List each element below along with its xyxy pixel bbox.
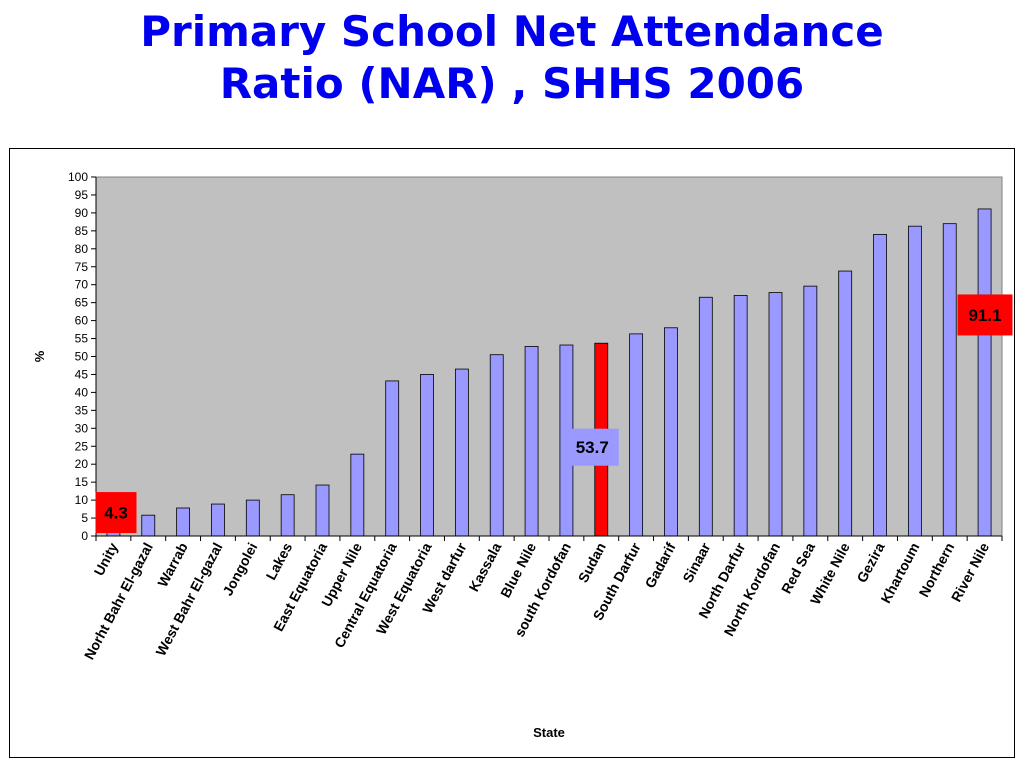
y-tick-label: 85 — [75, 224, 89, 238]
bar-south-darfur — [629, 333, 644, 537]
data-label-text: 91.1 — [968, 306, 1001, 325]
bar-gezira — [873, 234, 887, 537]
bar-white-nile — [838, 270, 853, 537]
bar-warrab — [176, 507, 191, 537]
x-tick-label: West Bahr El-gazal — [152, 540, 225, 659]
chart-frame: 0 5 10 15 20 25 30 35 40 45 50 55 60 65 70 75 80 85 90 95 10… — [9, 148, 1015, 758]
bar-khartoum — [907, 225, 922, 537]
data-label-text: 53.7 — [576, 438, 609, 457]
data-label-sudan: 53.7 — [565, 428, 619, 466]
x-axis-title: State — [533, 725, 565, 740]
y-tick-label: 50 — [75, 350, 89, 364]
x-tick-label: Jongolei — [219, 540, 260, 598]
y-tick-label: 75 — [75, 260, 89, 274]
y-tick-label: 5 — [81, 511, 88, 525]
y-tick-label: 15 — [75, 475, 89, 489]
y-tick-label: 30 — [75, 421, 89, 435]
data-label-box — [95, 492, 137, 534]
y-tick-label: 60 — [75, 314, 89, 328]
x-tick-label: Red Sea — [778, 540, 818, 596]
bar-kassala — [489, 354, 504, 537]
bar-red-sea — [803, 285, 818, 537]
y-tick-label: 40 — [75, 385, 89, 399]
bar-river-nile — [977, 208, 992, 537]
bar-west-darfur — [454, 368, 469, 537]
bar-gadarif — [664, 327, 678, 537]
y-tick-label: 100 — [68, 170, 88, 184]
data-label-river-nile: 91.1 — [957, 294, 1013, 336]
bar-lakes — [280, 494, 295, 537]
y-tick-label: 90 — [75, 206, 89, 220]
title-line-1: Primary School Net Attendance — [140, 7, 884, 56]
bar-norht-bahr-el-gazal — [141, 514, 156, 537]
y-tick-label: 45 — [75, 367, 89, 381]
bar-sinaar — [698, 296, 713, 537]
bar-east-equatoria — [315, 484, 330, 537]
data-label-text: 4.3 — [104, 504, 128, 523]
y-axis-title: % — [32, 350, 47, 362]
x-tick-label: Lakes — [263, 540, 296, 583]
y-tick-label: 55 — [75, 332, 89, 346]
data-label-box — [565, 428, 619, 466]
page-title: Primary School Net Attendance Ratio (NAR… — [0, 6, 1024, 110]
data-label-unity: 4.3 — [95, 492, 137, 534]
x-tick-label: Kassala — [465, 540, 504, 594]
y-tick-label: 70 — [75, 278, 89, 292]
bar-jongolei — [245, 499, 260, 537]
x-tick-label: Unity — [91, 540, 122, 579]
bar-northern — [942, 223, 957, 537]
title-line-2: Ratio (NAR) , SHHS 2006 — [219, 59, 805, 108]
y-tick-label: 25 — [75, 439, 89, 453]
data-label-box — [957, 294, 1013, 336]
bar-north-darfur — [733, 295, 748, 537]
bar-north-kordofan — [768, 292, 783, 537]
x-tick-label: Gadarif — [641, 540, 678, 591]
y-tick-label: 0 — [81, 529, 88, 543]
x-tick-label: Warrab — [154, 540, 191, 590]
bar-chart: 0 5 10 15 20 25 30 35 40 45 50 55 60 65 70 75 80 85 90 95 10… — [32, 170, 1013, 740]
y-tick-label: 95 — [75, 188, 89, 202]
x-tick-label: Sinaar — [679, 539, 713, 585]
bar-west-bahr-el-gazal — [211, 503, 225, 537]
bar-blue-nile — [524, 346, 539, 537]
x-tick-label: Norht Bahr El-gazal — [81, 540, 156, 662]
bar-central-equatoria — [385, 380, 400, 537]
y-tick-label: 65 — [75, 296, 89, 310]
bar-upper-nile — [350, 453, 365, 537]
x-tick-label: Sudan — [575, 540, 609, 585]
y-tick-label: 10 — [75, 493, 89, 507]
y-tick-label: 80 — [75, 242, 89, 256]
y-tick-label: 20 — [75, 457, 89, 471]
y-tick-label: 35 — [75, 403, 89, 417]
plot-area — [95, 176, 1003, 537]
x-tick-label: Gezira — [853, 540, 887, 585]
bar-west-equatoria — [420, 374, 434, 537]
